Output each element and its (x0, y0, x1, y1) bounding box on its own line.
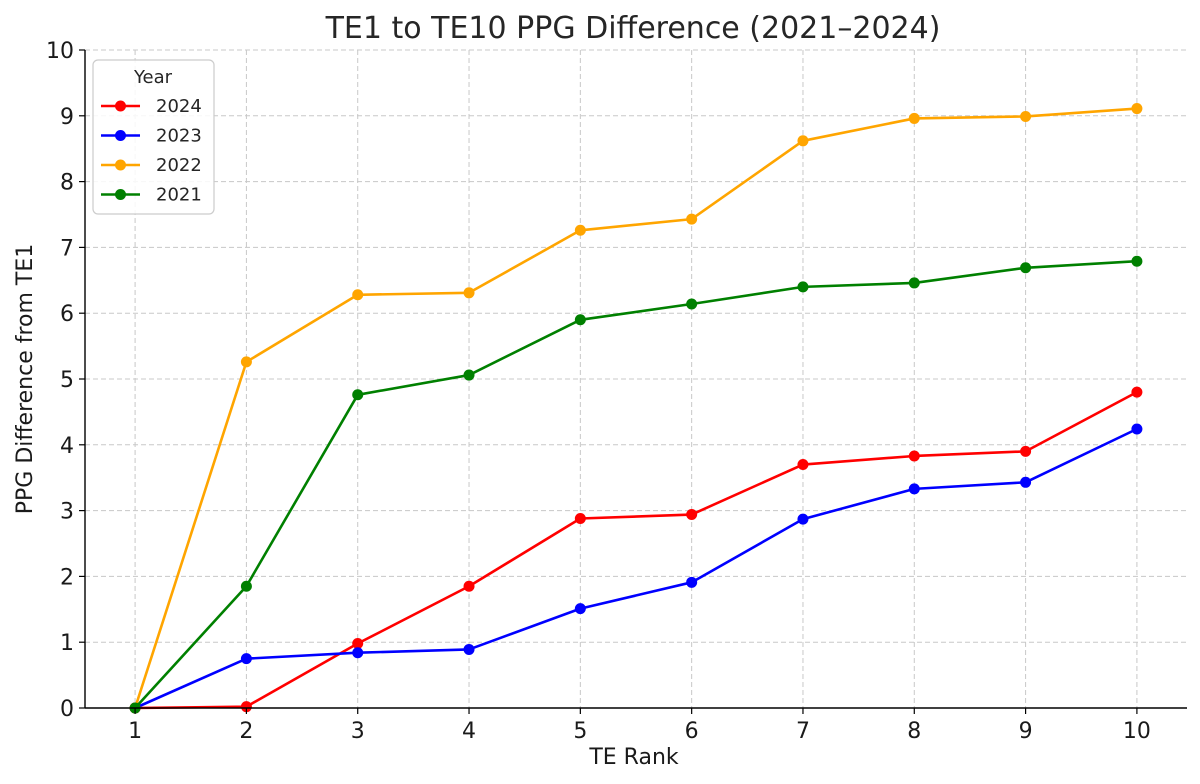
y-tick-label: 7 (60, 236, 74, 261)
data-point-2023 (1020, 476, 1032, 488)
data-point-2024 (908, 450, 920, 462)
legend: Year 2024 2023 2022 2021 (92, 59, 215, 215)
x-tick-label: 6 (685, 719, 699, 744)
data-point-2021 (574, 314, 586, 326)
y-axis-title: PPG Difference from TE1 (13, 244, 38, 515)
y-tick-label: 10 (46, 39, 74, 64)
data-point-2022 (574, 224, 586, 236)
data-point-2023 (686, 576, 698, 588)
data-point-2024 (574, 512, 586, 524)
data-point-2023 (797, 513, 809, 525)
series-line-2021 (134, 259, 1137, 709)
legend-item-2023: 2023 (101, 126, 202, 147)
data-point-2022 (352, 289, 364, 301)
legend-title: Year (133, 67, 173, 88)
data-point-2021 (240, 580, 252, 592)
data-point-2022 (1131, 103, 1143, 115)
y-tick-label: 4 (60, 434, 74, 459)
data-point-2024 (463, 580, 475, 592)
legend-marker (115, 189, 126, 200)
series-2023 (129, 423, 1143, 714)
data-point-2024 (797, 459, 809, 471)
series-lines (129, 103, 1143, 714)
data-point-2023 (463, 643, 475, 655)
y-tick-label: 5 (60, 368, 74, 393)
legend-item-2022: 2022 (101, 155, 202, 176)
data-point-2024 (352, 638, 364, 650)
series-line-2022 (133, 107, 1138, 709)
series-line-2023 (134, 427, 1138, 710)
data-point-2021 (686, 298, 698, 310)
data-point-2021 (352, 389, 364, 401)
x-axis-title: TE Rank (588, 745, 679, 770)
x-tick-label: 10 (1123, 719, 1151, 744)
legend-label: 2023 (156, 126, 202, 147)
x-tick-label: 2 (239, 719, 253, 744)
x-tick-label: 8 (907, 719, 921, 744)
series-2022 (129, 103, 1143, 714)
legend-frame (92, 59, 215, 215)
legend-marker (115, 100, 126, 112)
y-tick-label: 0 (60, 697, 74, 722)
data-point-2022 (463, 287, 475, 299)
y-tick-label: 9 (60, 105, 74, 130)
data-point-2022 (1020, 110, 1032, 122)
x-tick-label: 3 (351, 719, 365, 744)
data-point-2022 (797, 135, 809, 147)
legend-marker (115, 159, 126, 171)
y-tick-label: 2 (60, 565, 74, 590)
y-tick-label: 8 (60, 171, 74, 196)
axes (79, 49, 1187, 714)
data-point-2023 (574, 603, 586, 615)
x-tick-label: 4 (462, 719, 476, 744)
legend-label: 2022 (156, 155, 202, 176)
data-point-2023 (908, 483, 920, 495)
data-point-2024 (1131, 386, 1143, 398)
x-tick-label: 1 (128, 719, 142, 744)
legend-entries: 2024 2023 2022 2021 (101, 96, 202, 206)
data-point-2021 (797, 281, 809, 293)
y-tick-label: 1 (60, 631, 74, 656)
x-tick-label: 7 (796, 719, 810, 744)
data-point-2023 (240, 653, 252, 665)
data-point-2024 (240, 701, 252, 713)
data-point-2023 (352, 647, 364, 659)
data-point-2024 (686, 509, 698, 521)
data-point-2021 (1020, 262, 1032, 274)
data-point-2021 (908, 277, 920, 289)
data-point-2022 (908, 112, 920, 124)
series-2021 (129, 255, 1143, 714)
legend-label: 2024 (156, 96, 202, 117)
x-tick-label: 9 (1019, 719, 1033, 744)
data-point-2023 (1131, 423, 1143, 435)
data-point-2024 (1020, 445, 1032, 457)
y-tick-label: 6 (60, 302, 74, 327)
series-2024 (129, 386, 1143, 714)
grid-lines (85, 49, 1187, 709)
data-point-2022 (686, 213, 698, 225)
tick-labels: 1 2 3 4 5 6 7 8 9 10 0 1 2 3 4 5 6 7 8 9 10 (46, 39, 1151, 744)
series-line-2024 (135, 391, 1138, 710)
legend-marker (115, 130, 126, 141)
chart-title: TE1 to TE10 PPG Difference (2021–2024) (325, 11, 941, 46)
legend-item-2021: 2021 (101, 185, 202, 206)
data-point-2021 (1131, 255, 1143, 267)
legend-item-2024: 2024 (101, 96, 202, 117)
legend-label: 2021 (156, 185, 202, 206)
x-tick-label: 5 (573, 719, 587, 744)
y-tick-label: 3 (60, 500, 74, 525)
data-point-2021 (463, 369, 475, 381)
data-point-2022 (240, 356, 252, 368)
